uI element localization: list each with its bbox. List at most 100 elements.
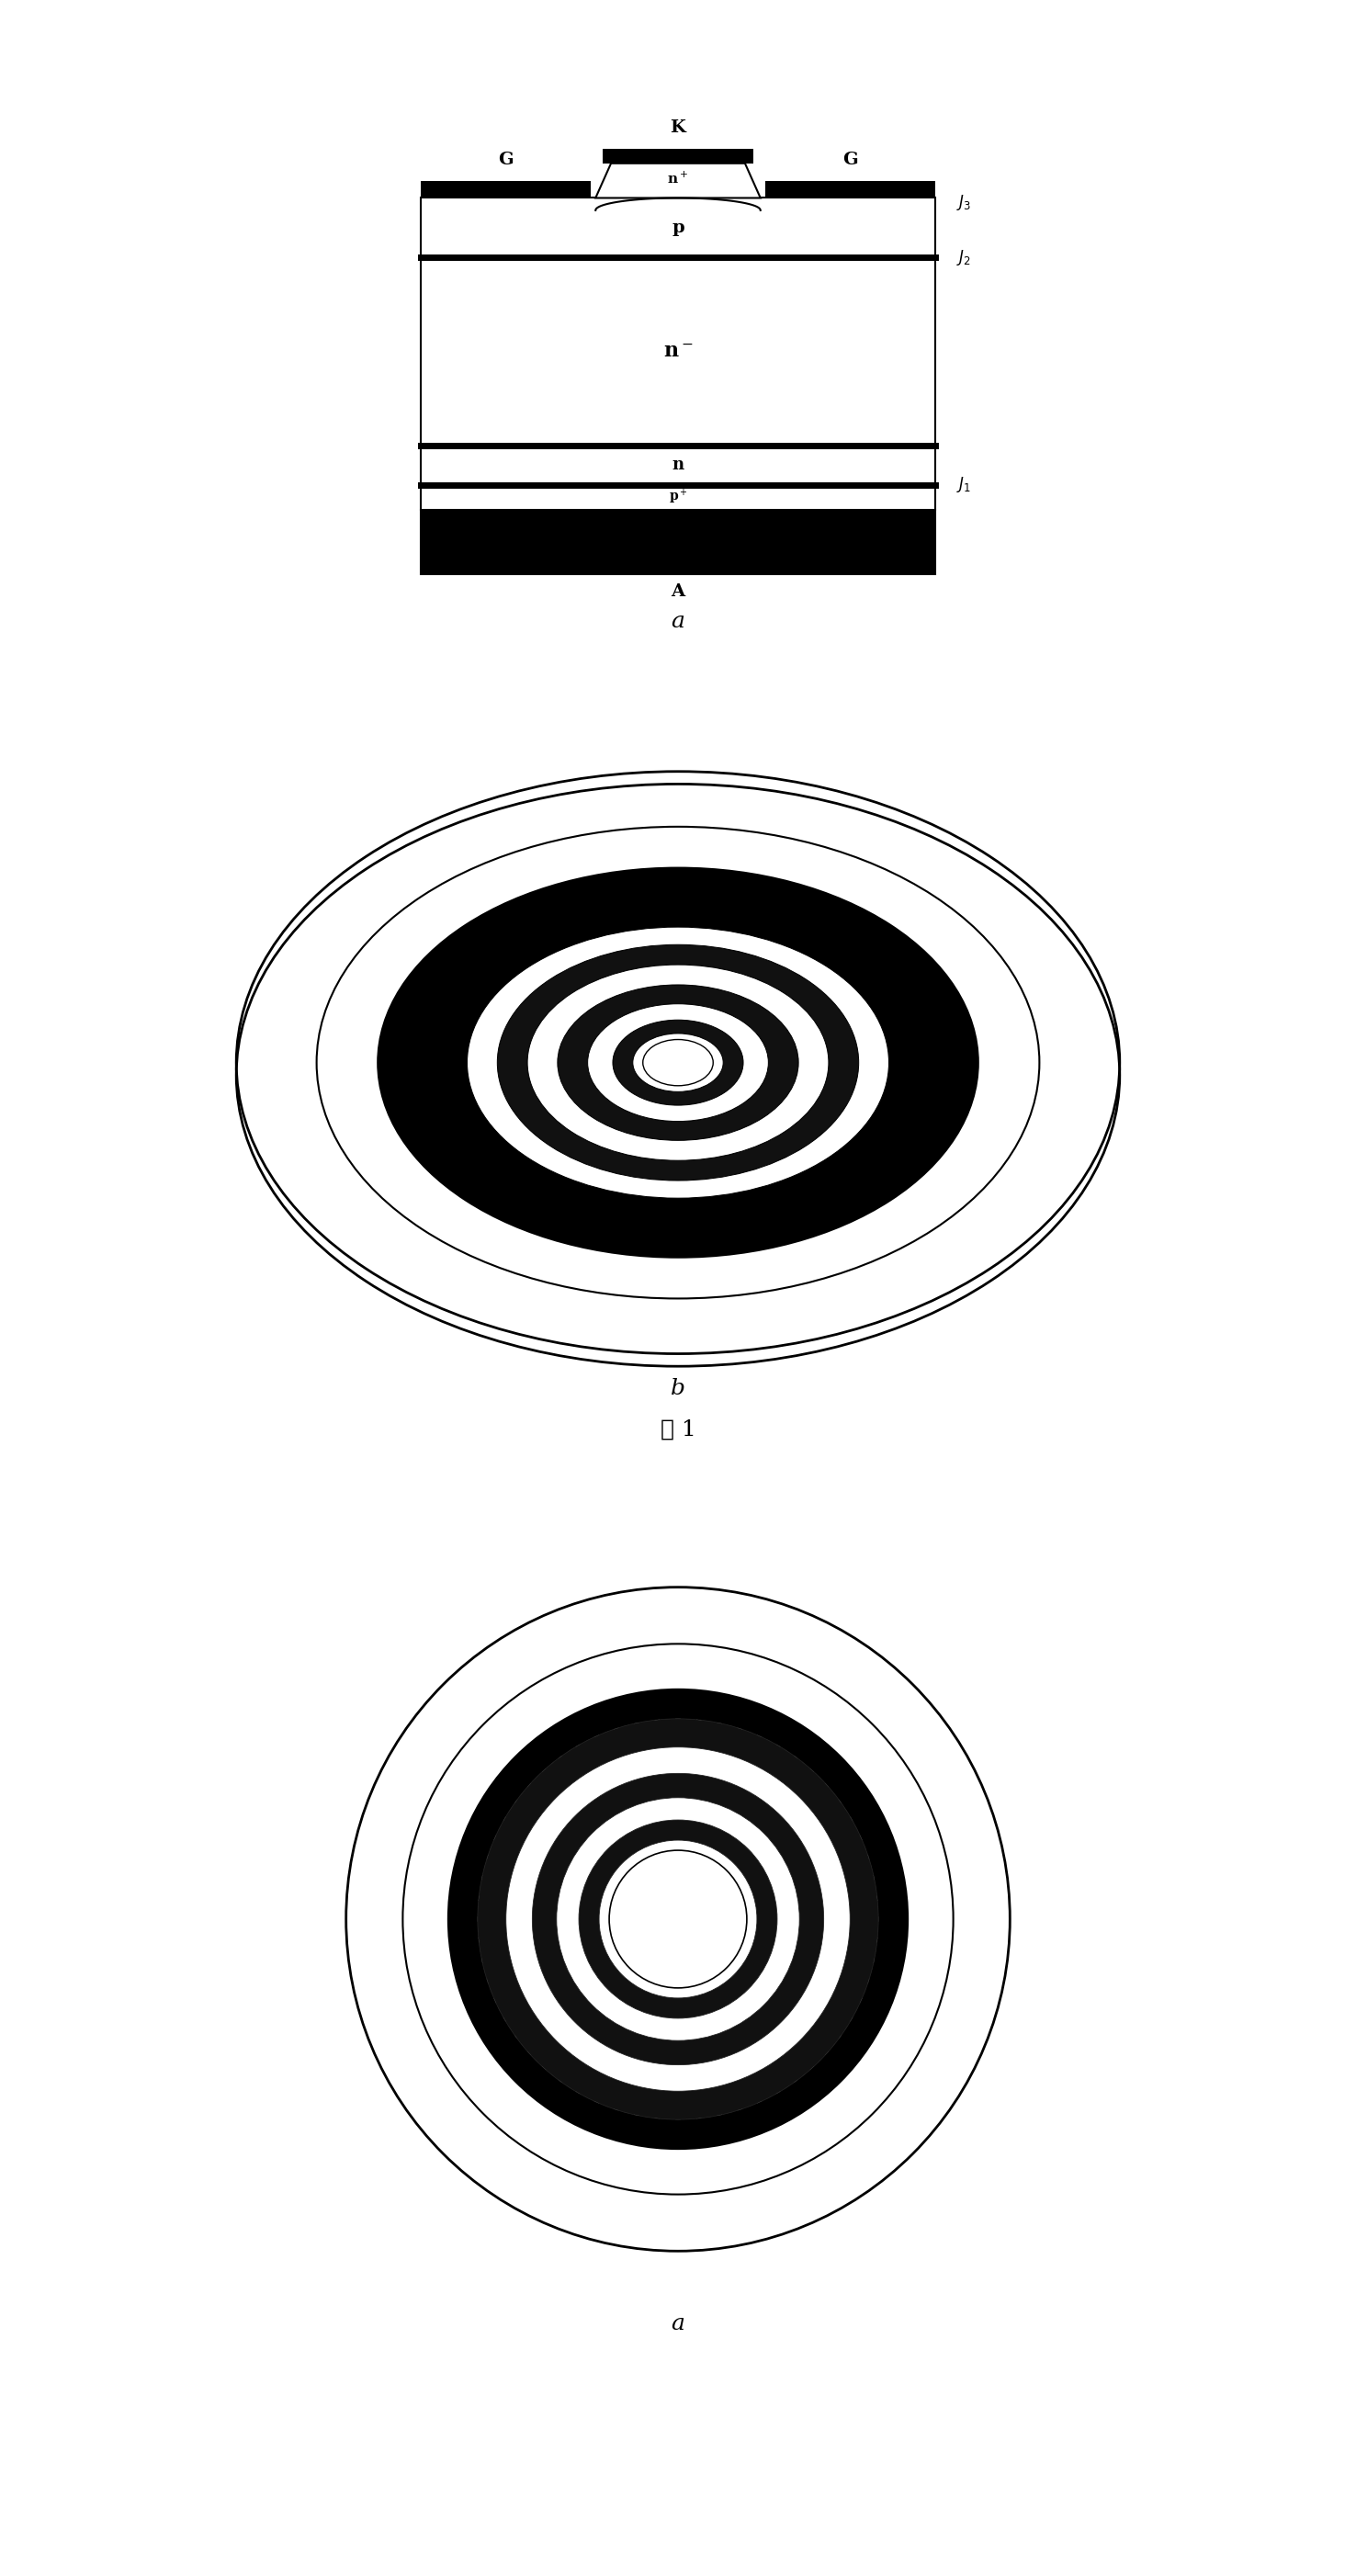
Polygon shape: [624, 1726, 660, 1852]
Text: a: a: [671, 611, 685, 631]
Text: G: G: [498, 152, 513, 167]
Polygon shape: [732, 1790, 835, 1875]
Polygon shape: [749, 1906, 879, 1917]
Text: b: b: [671, 1378, 685, 1399]
Polygon shape: [559, 1754, 637, 1862]
Polygon shape: [503, 1953, 617, 2022]
Polygon shape: [739, 1816, 853, 1886]
Polygon shape: [747, 1929, 876, 1953]
Polygon shape: [479, 1896, 607, 1911]
Polygon shape: [724, 1770, 814, 1868]
Polygon shape: [664, 1989, 675, 2120]
Polygon shape: [521, 1963, 624, 2048]
Bar: [420, 198, 936, 574]
Ellipse shape: [617, 1857, 739, 1981]
Polygon shape: [527, 1965, 626, 2056]
Text: a: a: [671, 2313, 685, 2334]
Polygon shape: [480, 1886, 609, 1909]
Polygon shape: [716, 1978, 789, 2089]
Polygon shape: [724, 1971, 814, 2069]
Polygon shape: [747, 1932, 875, 1963]
Text: K: K: [670, 118, 686, 137]
Bar: [420, 198, 936, 258]
Polygon shape: [514, 1798, 621, 1878]
Bar: [420, 258, 936, 446]
Polygon shape: [508, 1958, 620, 2030]
Polygon shape: [503, 1816, 617, 1886]
Bar: [603, 149, 753, 162]
Ellipse shape: [587, 1005, 769, 1121]
Polygon shape: [675, 1718, 681, 1850]
Polygon shape: [736, 1808, 848, 1880]
Ellipse shape: [557, 984, 799, 1141]
Polygon shape: [551, 1973, 635, 2076]
Polygon shape: [542, 1971, 632, 2069]
Polygon shape: [614, 1728, 658, 1852]
Polygon shape: [681, 1718, 692, 1850]
Polygon shape: [698, 1986, 742, 2110]
Polygon shape: [487, 1940, 612, 1984]
Polygon shape: [477, 1906, 607, 1917]
Polygon shape: [749, 1922, 879, 1932]
Polygon shape: [749, 1917, 879, 1922]
Polygon shape: [721, 1762, 805, 1865]
Polygon shape: [494, 1834, 614, 1891]
Polygon shape: [575, 1744, 643, 1857]
Polygon shape: [736, 1958, 848, 2030]
Ellipse shape: [316, 827, 1040, 1298]
Polygon shape: [713, 1744, 781, 1857]
Polygon shape: [534, 1968, 629, 2063]
Text: G: G: [843, 152, 858, 167]
Polygon shape: [685, 1721, 701, 1850]
Polygon shape: [527, 1783, 626, 1873]
Polygon shape: [709, 1981, 772, 2099]
Bar: [420, 446, 936, 484]
Polygon shape: [746, 1937, 872, 1973]
Polygon shape: [595, 162, 761, 198]
Polygon shape: [567, 1749, 640, 1860]
Polygon shape: [484, 1937, 610, 1973]
Polygon shape: [490, 1945, 612, 1994]
Polygon shape: [730, 1783, 829, 1873]
Text: n$^+$: n$^+$: [667, 170, 689, 185]
Polygon shape: [551, 1762, 635, 1865]
Text: $J_1$: $J_1$: [956, 474, 971, 495]
Polygon shape: [746, 1865, 872, 1901]
Polygon shape: [559, 1976, 637, 2084]
Polygon shape: [696, 1986, 732, 2112]
Polygon shape: [514, 1960, 621, 2040]
Polygon shape: [730, 1965, 829, 2056]
Ellipse shape: [556, 1798, 800, 2040]
Ellipse shape: [599, 1839, 757, 1999]
Bar: [420, 510, 936, 574]
Polygon shape: [481, 1932, 609, 1963]
Text: n: n: [673, 456, 683, 474]
Ellipse shape: [498, 945, 858, 1180]
Polygon shape: [709, 1739, 772, 1857]
Polygon shape: [749, 1927, 877, 1942]
Polygon shape: [498, 1950, 616, 2012]
Ellipse shape: [468, 927, 888, 1198]
Polygon shape: [487, 1855, 612, 1899]
Ellipse shape: [609, 1850, 747, 1989]
Polygon shape: [477, 1917, 607, 1922]
Polygon shape: [584, 1739, 647, 1857]
Polygon shape: [603, 1731, 654, 1852]
Ellipse shape: [377, 868, 979, 1257]
Polygon shape: [480, 1929, 609, 1953]
Polygon shape: [664, 1718, 675, 1850]
Ellipse shape: [643, 1041, 713, 1084]
Polygon shape: [481, 1875, 609, 1906]
Polygon shape: [696, 1726, 732, 1852]
Polygon shape: [702, 1986, 753, 2107]
Polygon shape: [744, 1940, 869, 1984]
Polygon shape: [681, 1989, 692, 2120]
Polygon shape: [477, 1922, 607, 1932]
Polygon shape: [633, 1989, 664, 2115]
Text: 图 1: 图 1: [660, 1419, 696, 1440]
Ellipse shape: [633, 1033, 723, 1092]
Polygon shape: [706, 1736, 762, 1855]
Polygon shape: [742, 1834, 862, 1891]
Polygon shape: [542, 1770, 632, 1868]
Polygon shape: [692, 1989, 723, 2115]
